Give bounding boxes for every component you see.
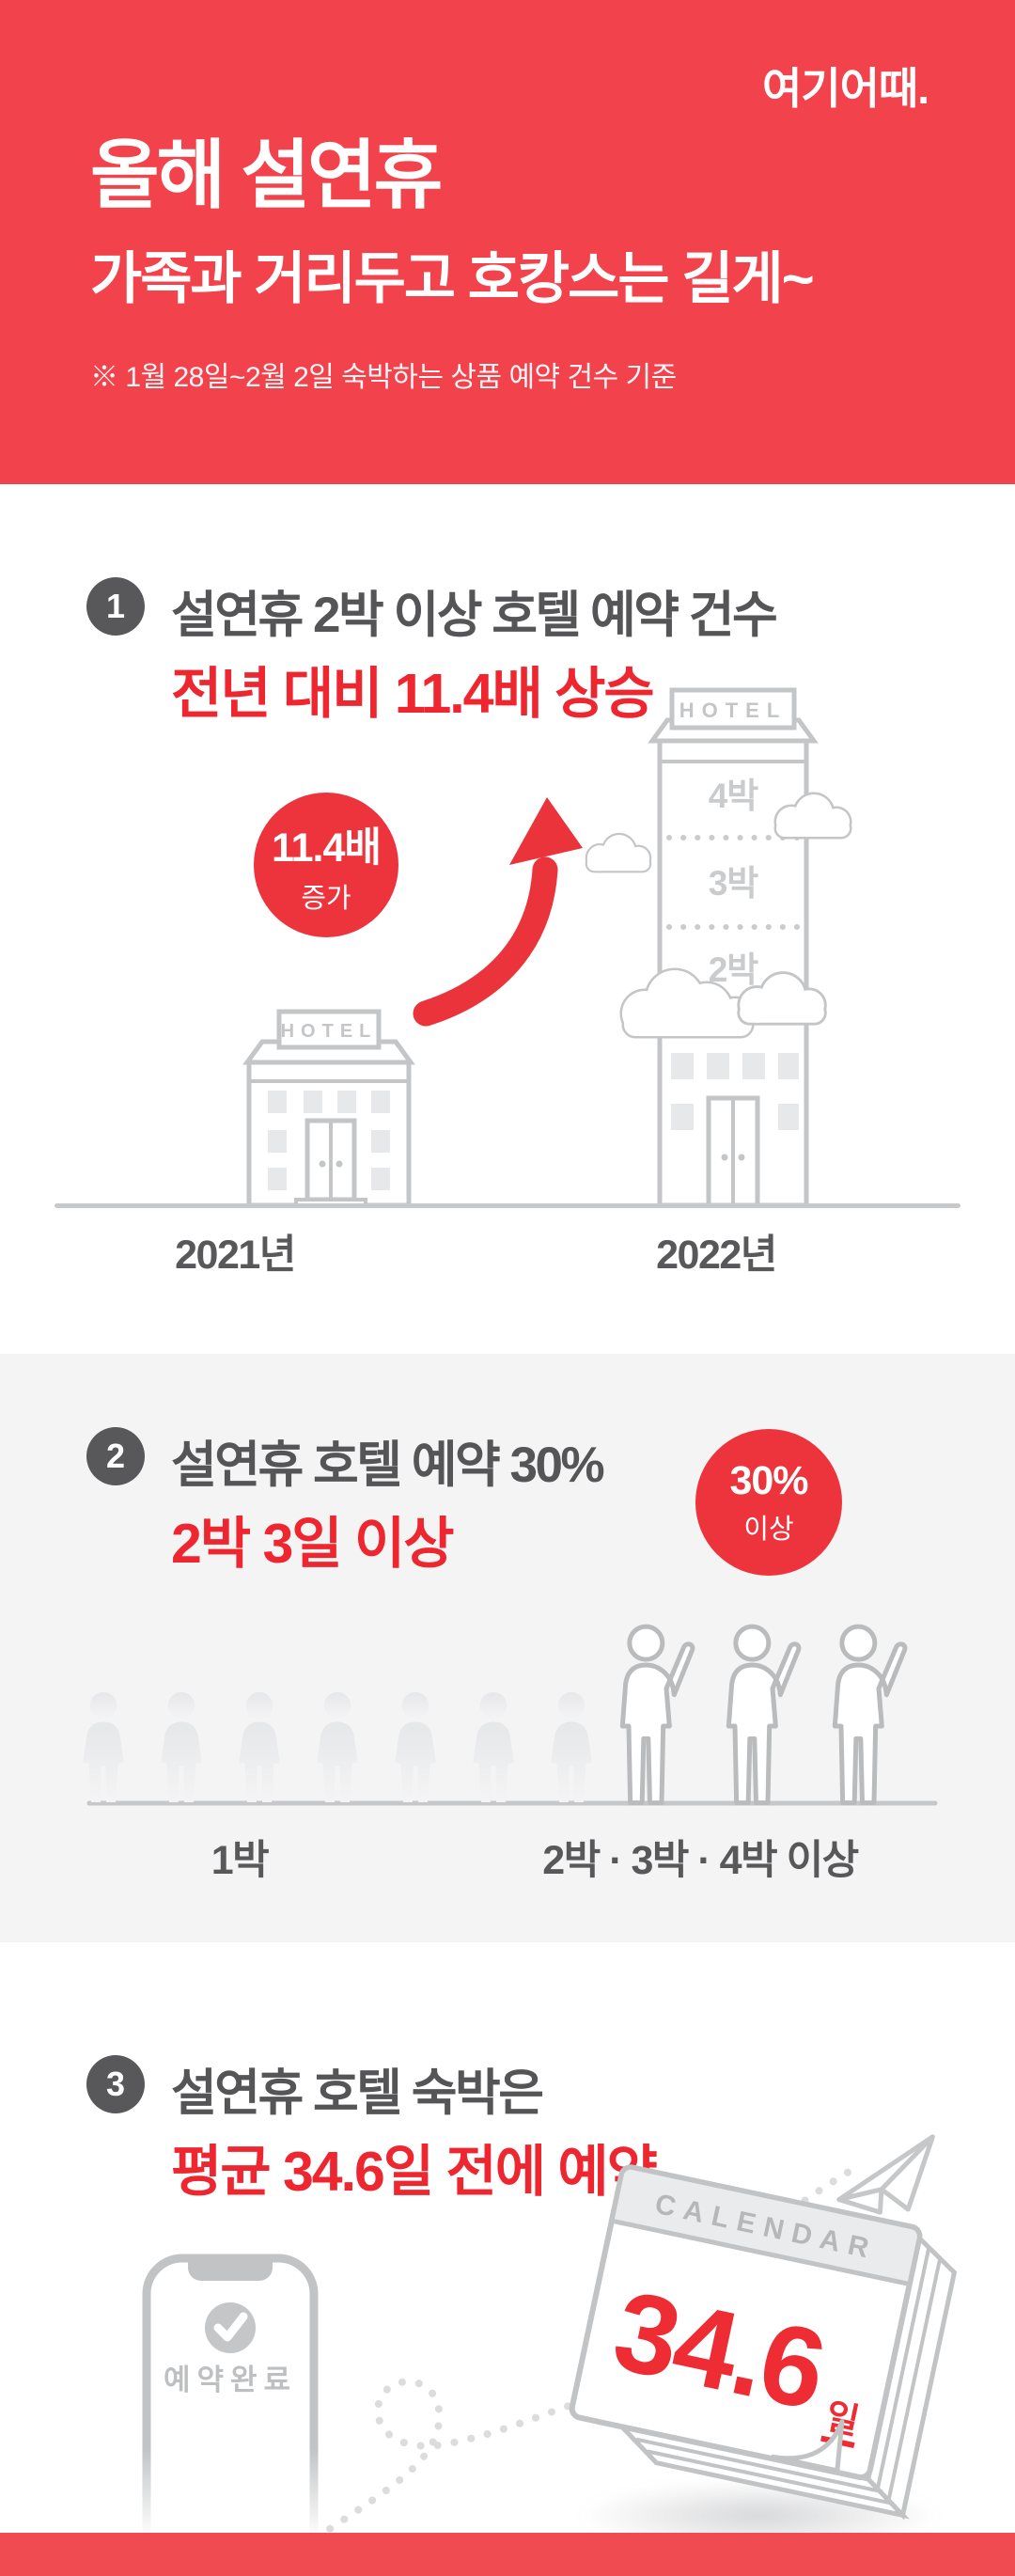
year-label-2022: 2022년 [656,1233,777,1278]
ground-line [55,1203,960,1208]
section1-highlight: 전년 대비 11.4배 상승 [171,663,655,725]
header-footnote: ※ 1월 28일~2월 2일 숙박하는 상품 예약 건수 기준 [90,362,677,393]
section2-badge: 2 [86,1427,145,1485]
stat-circle-30pct: 30% 이상 [695,1429,842,1576]
stat-circle-11-4x: 11.4배 증가 [254,793,398,937]
paper-airplane-icon [836,2134,935,2215]
small-hotel-icon: HOTEL [242,1009,415,1208]
raised-people-group [622,1626,905,1803]
stat-value: 11.4배 [272,825,382,871]
floor-label-4: 4박 [709,777,759,815]
hotel-sign-label: HOTEL [679,699,788,722]
footer-bar [0,2533,1015,2576]
section2-heading: 설연휴 호텔 예약 30% [171,1437,605,1493]
group-label-1night: 1박 [211,1838,270,1883]
year-label-2021: 2021년 [175,1233,296,1278]
header-banner: 여기어때. 올해 설연휴 가족과 거리두고 호캉스는 길게~ ※ 1월 28일~… [0,0,1015,484]
section1-heading: 설연휴 2박 이상 호텔 예약 건수 [171,588,778,643]
calendar-icon: CALENDAR 34.6 일 [533,2132,990,2547]
section3-badge: 3 [86,2055,145,2113]
section2-highlight: 2박 3일 이상 [171,1513,455,1575]
stat-label: 이상 [743,1515,794,1545]
booking-complete-label: 예약완료 [164,2364,297,2396]
brand-logo: 여기어때. [761,64,929,113]
page-subtitle: 가족과 거리두고 호캉스는 길게~ [90,247,815,310]
phone-notch-icon [188,2258,273,2281]
group-label-2plus: 2박 · 3박 · 4박 이상 [542,1838,859,1883]
faded-people-group [83,1691,592,1803]
tall-hotel-icon: HOTEL 4박 3박 2박 [611,687,855,1208]
people-pictogram [83,1598,938,1806]
floor-label-3: 3박 [709,864,759,903]
stat-value: 30% [729,1458,808,1503]
hotel-sign-label: HOTEL [281,1021,378,1042]
section3-heading: 설연휴 호텔 숙박은 [171,2066,544,2121]
section1-badge: 1 [86,577,145,636]
growth-arrow-icon [413,797,583,1027]
page-curl-icon [770,2419,845,2474]
floor-label-2: 2박 [709,950,759,989]
section3-highlight: 평균 34.6일 전에 예약 [171,2141,658,2203]
page-title: 올해 설연휴 [90,134,443,217]
stat-label: 증가 [301,883,351,914]
phone-icon: 예약완료 [141,2253,320,2573]
